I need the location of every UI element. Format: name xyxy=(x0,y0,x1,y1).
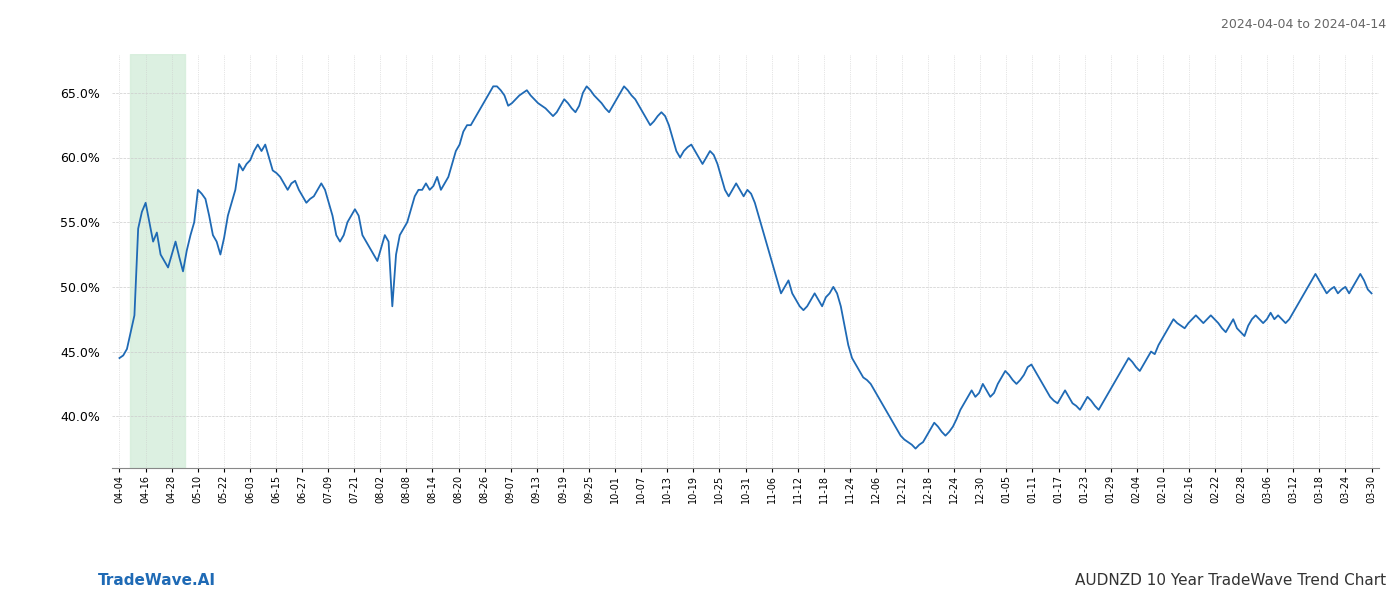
Bar xyxy=(130,54,185,468)
Text: TradeWave.AI: TradeWave.AI xyxy=(98,573,216,588)
Text: AUDNZD 10 Year TradeWave Trend Chart: AUDNZD 10 Year TradeWave Trend Chart xyxy=(1075,573,1386,588)
Text: 2024-04-04 to 2024-04-14: 2024-04-04 to 2024-04-14 xyxy=(1221,18,1386,31)
